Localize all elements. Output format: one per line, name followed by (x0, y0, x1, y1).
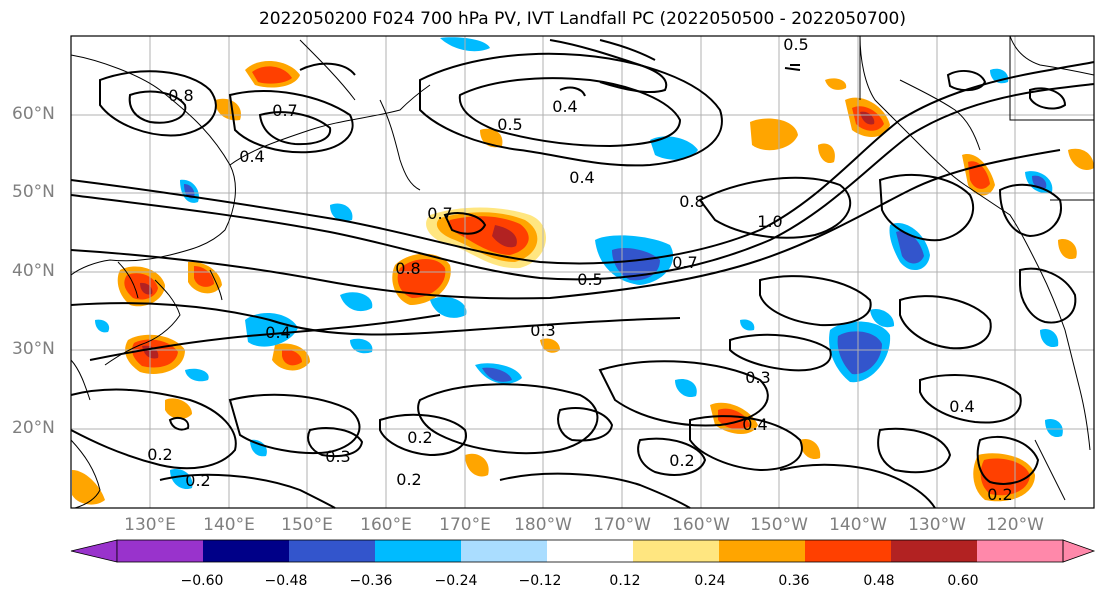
contour-label: 0.4 (949, 397, 974, 416)
contour-label: 0.4 (569, 168, 594, 187)
colorbar-tick-label: 0.12 (609, 573, 641, 589)
contour-label: 0.2 (396, 470, 421, 489)
contour-label: 0.3 (745, 368, 770, 387)
colorbar-tick-label: 0.36 (778, 573, 810, 589)
contour-label: 0.4 (265, 323, 290, 342)
contour-label: 0.8 (679, 192, 704, 211)
lon-label: 120°W (986, 515, 1044, 535)
lon-label: 140°E (203, 515, 255, 535)
colorbar-segment (289, 540, 376, 562)
lon-label: 130°W (908, 515, 966, 535)
contour-label: 0.8 (168, 86, 193, 105)
lon-label: 170°E (439, 515, 491, 535)
colorbar (70, 539, 1096, 563)
lon-label: 150°W (750, 515, 808, 535)
contour-label: 0.4 (552, 97, 577, 116)
colorbar-extension-left (70, 539, 118, 563)
colorbar-tick-label: −0.36 (349, 573, 393, 589)
map-frame (70, 35, 1095, 509)
anomaly-positive-misc (72, 60, 1094, 505)
colorbar-segment (805, 540, 892, 562)
contour-label: 0.4 (239, 147, 264, 166)
lon-label: 130°E (124, 515, 176, 535)
contour-label: 0.2 (669, 451, 694, 470)
colorbar-border (116, 539, 1064, 563)
graticule (71, 36, 1094, 508)
colorbar-segment (461, 540, 548, 562)
coastlines (70, 35, 1095, 509)
lon-label: 140°W (829, 515, 887, 535)
colorbar-extension-right (1062, 539, 1096, 563)
contour-label: 0.5 (577, 270, 602, 289)
contour-label: 0.5 (497, 115, 522, 134)
pv-contours (70, 39, 1095, 509)
lat-label-40n: 40°N (12, 261, 55, 281)
colorbar-segment (117, 540, 204, 562)
colorbar-segment (891, 540, 978, 562)
contour-label: 0.4 (742, 415, 767, 434)
colorbar-tick-label: 0.48 (863, 573, 895, 589)
lon-label: 160°W (672, 515, 730, 535)
contour-label: 0.3 (325, 447, 350, 466)
contour-label: 0.2 (185, 471, 210, 490)
colorbar-segment (977, 540, 1064, 562)
lon-label: 180°W (514, 515, 572, 535)
contour-label: 0.3 (530, 321, 555, 340)
colorbar-tick-label: 0.60 (947, 573, 979, 589)
contour-label: 0.8 (395, 259, 420, 278)
colorbar-segment (547, 540, 634, 562)
colorbar-segment (203, 540, 290, 562)
contour-label: 0.5 (783, 35, 808, 54)
contour-label: 0.2 (147, 445, 172, 464)
contour-label: 0.2 (407, 428, 432, 447)
colorbar-segment (633, 540, 720, 562)
colorbar-tick-label: −0.24 (434, 573, 478, 589)
colorbar-segment (719, 540, 806, 562)
contour-label: 0.2 (987, 485, 1012, 504)
colorbar-segment (375, 540, 462, 562)
lon-label: 150°E (281, 515, 333, 535)
contour-label: 0.7 (672, 253, 697, 272)
anomaly-negative-east (650, 136, 1053, 383)
lat-label-20n: 20°N (12, 418, 55, 438)
contour-label: 1.0 (757, 212, 782, 231)
lat-label-30n: 30°N (12, 339, 55, 359)
anomaly-negative-west (95, 37, 1063, 490)
anomaly-positive-central (426, 207, 547, 269)
lat-label-60n: 60°N (12, 104, 55, 124)
colorbar-tick-label: 0.24 (694, 573, 726, 589)
map-title: 2022050200 F024 700 hPa PV, IVT Landfall… (258, 9, 906, 29)
lon-label: 170°W (593, 515, 651, 535)
colorbar-tick-label: −0.48 (264, 573, 308, 589)
contour-labels: 0.5 0.4 0.7 0.8 0.4 0.5 0.7 1.0 0.8 0.7 … (147, 35, 1012, 504)
colorbar-tick-label: −0.60 (180, 573, 224, 589)
lon-label: 160°E (360, 515, 412, 535)
colorbar-tick-label: −0.12 (518, 573, 562, 589)
lat-label-50n: 50°N (12, 182, 55, 202)
contour-label: 0.7 (427, 204, 452, 223)
contour-label: 0.7 (272, 101, 297, 120)
